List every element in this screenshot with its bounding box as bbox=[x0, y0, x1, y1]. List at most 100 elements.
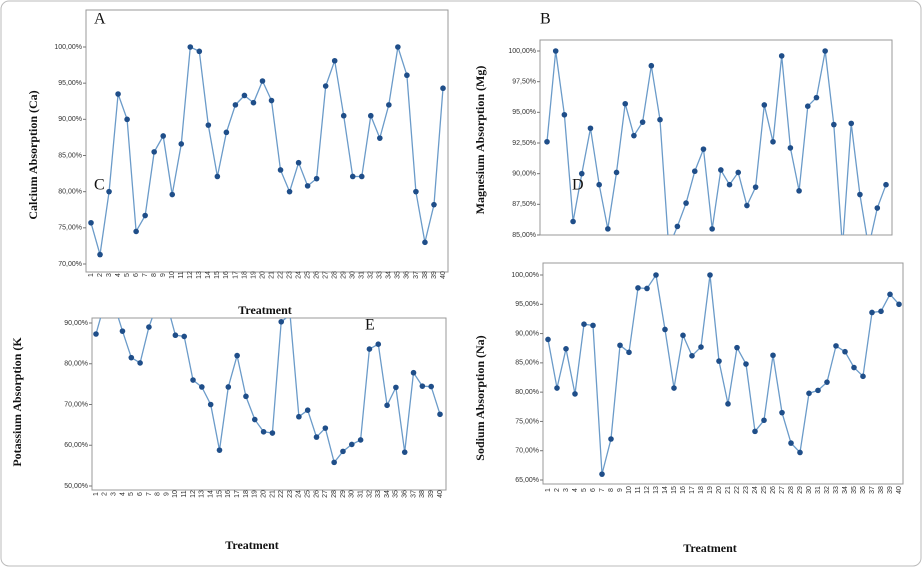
point bbox=[375, 341, 382, 347]
point bbox=[605, 226, 611, 232]
x-tick-label: 18 bbox=[243, 490, 250, 498]
x-tick-label: 20 bbox=[260, 490, 267, 498]
x-tick-label: 23 bbox=[286, 271, 293, 279]
line bbox=[90, 46, 444, 255]
x-tick-label: 34 bbox=[384, 490, 391, 498]
series bbox=[545, 272, 902, 477]
y-tick-label: 95,00% bbox=[58, 80, 82, 87]
point bbox=[367, 112, 374, 119]
x-tick-label: 8 bbox=[151, 273, 158, 277]
point bbox=[744, 202, 750, 209]
point bbox=[709, 226, 715, 232]
x-axis-label: Treatment bbox=[238, 303, 292, 317]
point bbox=[169, 191, 176, 198]
x-tick-label: 5 bbox=[581, 488, 588, 492]
x-tick-label: 12 bbox=[187, 271, 194, 279]
x-tick-label: 37 bbox=[410, 490, 417, 498]
y-tick-label: 90,00% bbox=[512, 171, 536, 178]
x-tick-label: 12 bbox=[644, 486, 651, 494]
point bbox=[831, 121, 837, 128]
x-tick-label: 27 bbox=[322, 490, 329, 498]
point bbox=[137, 360, 143, 366]
x-tick-label: 32 bbox=[368, 271, 375, 279]
point bbox=[824, 379, 830, 385]
point bbox=[596, 181, 602, 188]
point bbox=[277, 167, 284, 173]
plot-frame bbox=[85, 9, 449, 273]
x-tick-label: 31 bbox=[359, 271, 366, 279]
x-tick-label: 25 bbox=[761, 486, 768, 494]
x-tick-label: 27 bbox=[323, 271, 330, 279]
x-tick-label: 30 bbox=[806, 486, 813, 494]
y-tick-label: 75,00% bbox=[515, 418, 539, 425]
point bbox=[422, 239, 428, 246]
point bbox=[260, 429, 267, 435]
y-tick-label: 100,00% bbox=[511, 272, 539, 279]
y-tick-label: 95,00% bbox=[515, 301, 539, 308]
x-tick-label: 1 bbox=[88, 273, 95, 277]
point bbox=[587, 125, 594, 132]
point bbox=[199, 384, 205, 390]
y-axis-label: Calcium Absorption (Ca) bbox=[26, 90, 40, 219]
point bbox=[232, 102, 239, 108]
x-tick-label: 19 bbox=[707, 486, 714, 494]
x-tick-label: 38 bbox=[422, 271, 429, 279]
x-tick-label: 22 bbox=[278, 490, 285, 498]
x-tick-label: 10 bbox=[626, 486, 633, 494]
point bbox=[743, 361, 749, 367]
x-tick-label: 25 bbox=[304, 271, 311, 279]
y-axis-label: Magnesium Absorption (Mg) bbox=[473, 66, 487, 215]
point bbox=[313, 175, 320, 182]
x-tick-label: 35 bbox=[393, 490, 400, 498]
point bbox=[419, 383, 426, 389]
series bbox=[88, 44, 446, 258]
line bbox=[547, 273, 900, 475]
x-tick-label: 21 bbox=[269, 490, 276, 498]
point bbox=[680, 332, 686, 339]
point bbox=[544, 138, 550, 145]
point bbox=[124, 116, 130, 123]
x-tick-label: 39 bbox=[887, 486, 894, 494]
point bbox=[128, 354, 135, 361]
x-tick-label: 37 bbox=[413, 271, 420, 279]
point bbox=[608, 436, 614, 442]
x-tick-label: 40 bbox=[896, 486, 903, 494]
point bbox=[207, 401, 214, 408]
point bbox=[554, 385, 560, 391]
x-tick-label: 7 bbox=[599, 488, 606, 492]
x-tick-label: 3 bbox=[563, 488, 570, 492]
point bbox=[622, 100, 629, 107]
point bbox=[581, 321, 587, 328]
point bbox=[348, 441, 355, 448]
x-tick-label: 27 bbox=[779, 486, 786, 494]
x-tick-label: 14 bbox=[208, 490, 215, 498]
x-tick-label: 9 bbox=[160, 273, 167, 277]
x-tick-label: 33 bbox=[375, 490, 382, 498]
point bbox=[878, 308, 884, 315]
x-tick-label: 40 bbox=[440, 271, 447, 279]
y-tick-label: 85,00% bbox=[58, 152, 82, 159]
point bbox=[639, 119, 646, 125]
x-tick-label: 20 bbox=[716, 486, 723, 494]
x-tick-label: 24 bbox=[752, 486, 759, 494]
y-tick-label: 97,50% bbox=[512, 79, 536, 86]
x-tick-label: 26 bbox=[313, 271, 320, 279]
point bbox=[259, 78, 266, 84]
x-tick-label: 35 bbox=[851, 486, 858, 494]
y-tick-label: 87,50% bbox=[512, 201, 536, 208]
x-tick-label: 4 bbox=[119, 492, 126, 496]
x-tick-label: 17 bbox=[234, 490, 241, 498]
y-tick-label: 85,00% bbox=[515, 360, 539, 367]
point bbox=[778, 53, 785, 59]
x-tick-label: 11 bbox=[181, 490, 188, 497]
point bbox=[88, 219, 94, 226]
x-tick-label: 4 bbox=[115, 273, 122, 277]
point bbox=[860, 373, 866, 380]
x-tick-label: 28 bbox=[331, 490, 338, 498]
x-tick-label: 22 bbox=[734, 486, 741, 494]
panel-label: C bbox=[94, 177, 105, 194]
point bbox=[590, 322, 596, 329]
panel-label: B bbox=[540, 11, 551, 28]
point bbox=[268, 97, 275, 104]
